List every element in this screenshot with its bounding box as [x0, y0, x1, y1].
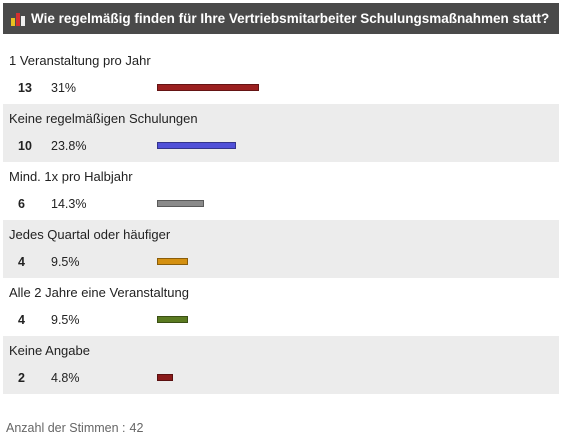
option-bar	[157, 142, 236, 149]
option-count: 13	[18, 81, 32, 95]
option-bar	[157, 200, 205, 207]
option-label: Jedes Quartal oder häufiger	[9, 227, 171, 242]
option-bar	[157, 258, 189, 265]
option-percent: 9.5%	[51, 255, 80, 269]
vote-count-total: 42	[129, 421, 144, 435]
poll-option-row: Keine Angabe 2 4.8%	[3, 336, 559, 394]
option-count: 2	[18, 371, 25, 385]
poll-results: 1 Veranstaltung pro Jahr 13 31% Keine regel…	[3, 46, 559, 394]
option-label: Keine Angabe	[9, 343, 90, 358]
option-count: 10	[18, 139, 32, 153]
option-bar	[157, 374, 173, 381]
option-label: 1 Veranstaltung pro Jahr	[9, 53, 151, 68]
poll-option-row: Keine regelmäßigen Schulungen 10 23.8%	[3, 104, 559, 162]
option-count: 4	[18, 313, 25, 327]
option-percent: 23.8%	[51, 139, 87, 153]
option-percent: 9.5%	[51, 313, 80, 327]
poll-option-row: Mind. 1x pro Halbjahr 6 14.3%	[3, 162, 559, 220]
option-percent: 4.8%	[51, 371, 80, 385]
option-percent: 14.3%	[51, 197, 87, 211]
poll-header: Wie regelmäßig finden für Ihre Vertriebs…	[3, 3, 559, 34]
vote-count: Anzahl der Stimmen :42	[6, 421, 143, 435]
option-label: Mind. 1x pro Halbjahr	[9, 169, 133, 184]
option-bar	[157, 84, 260, 91]
poll-option-row: 1 Veranstaltung pro Jahr 13 31%	[3, 46, 559, 104]
poll-option-row: Jedes Quartal oder häufiger 4 9.5%	[3, 220, 559, 278]
option-count: 4	[18, 255, 25, 269]
option-count: 6	[18, 197, 25, 211]
option-label: Keine regelmäßigen Schulungen	[9, 111, 198, 126]
poll-bar-chart-icon	[11, 12, 25, 26]
poll-title: Wie regelmäßig finden für Ihre Vertriebs…	[31, 11, 550, 26]
option-bar	[157, 316, 189, 323]
poll-option-row: Alle 2 Jahre eine Veranstaltung 4 9.5%	[3, 278, 559, 336]
option-label: Alle 2 Jahre eine Veranstaltung	[9, 285, 189, 300]
vote-count-label: Anzahl der Stimmen :	[6, 421, 126, 435]
option-percent: 31%	[51, 81, 77, 95]
